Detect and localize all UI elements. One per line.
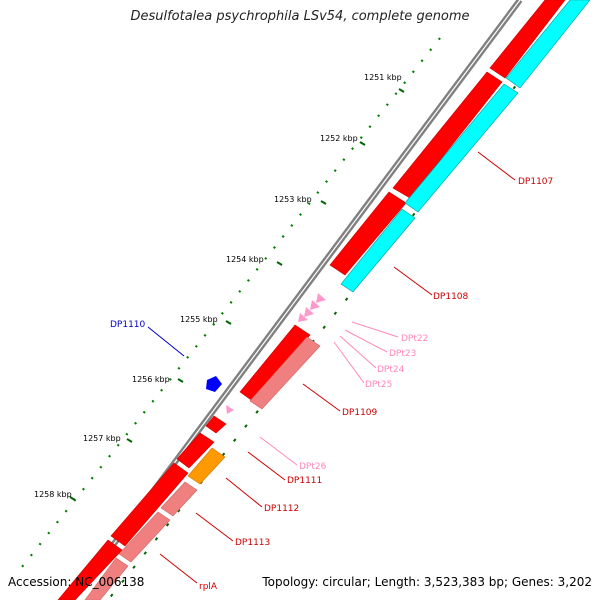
label-dp1109: DP1109 — [342, 408, 378, 418]
tick-1253 — [320, 200, 327, 205]
scale-label-1255: 1255 kbp — [180, 315, 218, 324]
leader-dp1108 — [393, 266, 433, 296]
gene-cyan-2[interactable] — [404, 83, 519, 213]
label-dp1110: DP1110 — [110, 320, 146, 330]
gene-dp1113[interactable] — [110, 462, 189, 547]
label-dp1107: DP1107 — [518, 177, 553, 187]
gene-orange[interactable] — [187, 447, 226, 485]
gene-cyan-3[interactable] — [340, 208, 416, 293]
tick-1254 — [276, 261, 283, 266]
map-title: Desulfotalea psychrophila LSv54, complet… — [130, 9, 470, 24]
label-dp1112: DP1112 — [264, 504, 299, 514]
trna-dpt23[interactable] — [310, 300, 320, 310]
gene-dp1107[interactable] — [489, 0, 566, 79]
scale-label-1256: 1256 kbp — [132, 375, 170, 384]
gene-dp1107b[interactable] — [392, 71, 503, 199]
gene-labels: DP1107 DP1108 DP1109 DP1110 DP1111 DP111… — [110, 177, 553, 592]
scale-ruler — [17, 37, 441, 573]
tick-1257 — [126, 438, 133, 443]
gene-dp1112[interactable] — [176, 432, 215, 469]
scale-label-1258: 1258 kbp — [34, 490, 72, 499]
leader-dpt23 — [344, 329, 388, 353]
leader-rpla — [159, 553, 198, 584]
gene-dp1108[interactable] — [329, 191, 407, 276]
scale-label-1253: 1253 kbp — [274, 195, 312, 204]
trna-dpt26[interactable] — [226, 405, 234, 414]
genes-reverse — [84, 0, 591, 600]
gene-dp1111[interactable] — [205, 415, 227, 434]
gene-light-2[interactable] — [160, 481, 198, 517]
label-rpla: rplA — [199, 582, 218, 592]
label-dp1111: DP1111 — [287, 476, 322, 486]
tick-1255 — [225, 320, 232, 325]
scale-label-1252: 1252 kbp — [320, 134, 358, 143]
trna-dpt22[interactable] — [316, 293, 326, 303]
label-dp1113: DP1113 — [235, 538, 270, 548]
leader-dpt24 — [339, 335, 377, 369]
leader-dp1109 — [302, 383, 341, 412]
label-dpt26: DPt26 — [299, 462, 327, 472]
gene-cyan-1[interactable] — [505, 0, 591, 89]
trna-dpt24[interactable] — [304, 307, 314, 317]
tick-1251 — [398, 88, 405, 93]
label-dp1108: DP1108 — [433, 292, 469, 302]
trna-genes — [226, 293, 326, 414]
leader-dp1113 — [195, 512, 234, 542]
scale-label-1251: 1251 kbp — [364, 73, 402, 82]
leader-dpt25 — [333, 341, 365, 384]
leader-dp1110 — [147, 326, 185, 357]
leader-dp1107 — [477, 151, 516, 181]
genes-forward — [57, 0, 566, 600]
label-dpt23: DPt23 — [389, 349, 416, 359]
label-dpt24: DPt24 — [377, 365, 405, 375]
accession-text: Accession: NC_006138 — [8, 575, 145, 589]
gene-light-3[interactable] — [118, 511, 171, 563]
tick-1258 — [69, 496, 76, 501]
trna-dpt25[interactable] — [298, 313, 308, 322]
gene-light-1[interactable] — [249, 336, 321, 410]
label-dpt25: DPt25 — [365, 380, 392, 390]
genome-summary-text: Topology: circular; Length: 3,523,383 bp… — [262, 575, 592, 589]
tick-1252 — [359, 141, 366, 146]
scale-label-1254: 1254 kbp — [226, 255, 264, 264]
kbp-labels: 1251 kbp 1252 kbp 1253 kbp 1254 kbp 1255… — [34, 73, 402, 499]
minor-ticks — [17, 37, 441, 573]
gene-light-4[interactable] — [84, 557, 129, 600]
gene-rpla[interactable] — [57, 539, 123, 600]
leader-dp1112 — [225, 477, 263, 508]
scale-label-1257: 1257 kbp — [83, 434, 121, 443]
label-dpt22: DPt22 — [401, 334, 428, 344]
gene-dp1110[interactable] — [206, 376, 222, 392]
leader-dpt26 — [259, 436, 298, 466]
leader-dpt22 — [351, 321, 399, 338]
tick-1256 — [177, 378, 184, 383]
leader-lines — [147, 151, 516, 584]
leader-dp1111 — [247, 451, 286, 481]
major-ticks — [69, 88, 405, 501]
